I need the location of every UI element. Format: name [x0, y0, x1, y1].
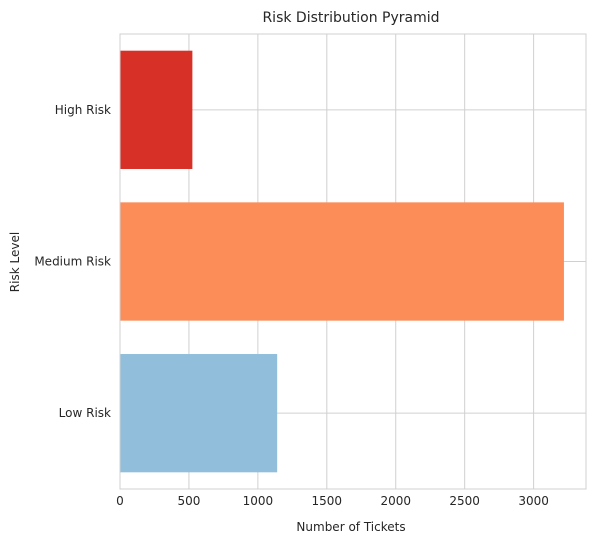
x-tick-label: 2000 [380, 494, 411, 508]
plot-frame [119, 33, 587, 490]
y-axis-ticks: Low Risk Medium Risk High Risk [34, 103, 111, 420]
y-axis-label: Risk Level [8, 232, 22, 292]
bar-high-risk [120, 50, 193, 169]
x-tick-label: 1500 [312, 494, 343, 508]
bar-low-risk [120, 354, 278, 473]
chart-title: Risk Distribution Pyramid [262, 10, 439, 26]
x-tick-label: 2500 [449, 494, 480, 508]
x-tick-label: 1000 [243, 494, 274, 508]
x-tick-label: 3000 [518, 494, 549, 508]
y-tick-label: High Risk [55, 103, 111, 117]
x-tick-label: 500 [177, 494, 200, 508]
x-axis-label: Number of Tickets [296, 520, 405, 534]
y-tick-label: Low Risk [59, 406, 111, 420]
x-axis-ticks: 0 500 1000 1500 2000 2500 3000 [116, 494, 549, 508]
bar-series [120, 50, 564, 473]
x-tick-label: 0 [116, 494, 124, 508]
bar-medium-risk [120, 202, 564, 321]
y-tick-label: Medium Risk [34, 255, 111, 269]
